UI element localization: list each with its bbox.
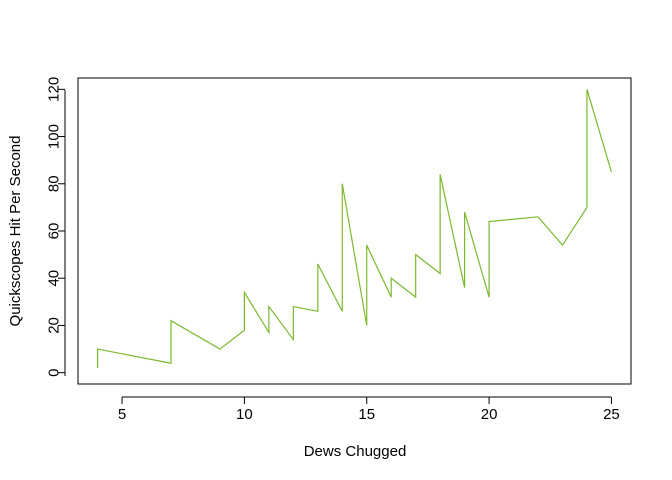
x-tick-label: 5 — [118, 406, 126, 423]
y-axis-ticks: 0 20 40 60 80 100 120 — [45, 77, 65, 377]
plot-frame — [77, 77, 632, 385]
y-tick-label: 100 — [45, 124, 62, 149]
y-tick-label: 60 — [45, 223, 62, 240]
x-axis-ticks: 5 10 15 20 25 — [118, 397, 620, 423]
y-tick-label: 0 — [45, 368, 62, 376]
y-tick-label: 40 — [45, 270, 62, 287]
x-tick-label: 25 — [603, 406, 620, 423]
x-tick-label: 20 — [481, 406, 498, 423]
series-layer — [96, 89, 612, 368]
y-tick-label: 120 — [45, 77, 62, 102]
y-axis-label: Quickscopes Hit Per Second — [7, 136, 24, 327]
y-tick-label: 20 — [45, 317, 62, 334]
x-tick-label: 10 — [236, 406, 253, 423]
x-tick-label: 15 — [358, 406, 375, 423]
x-axis-label: Dews Chugged — [304, 443, 407, 460]
y-tick-label: 80 — [45, 175, 62, 192]
series-line — [96, 89, 612, 368]
